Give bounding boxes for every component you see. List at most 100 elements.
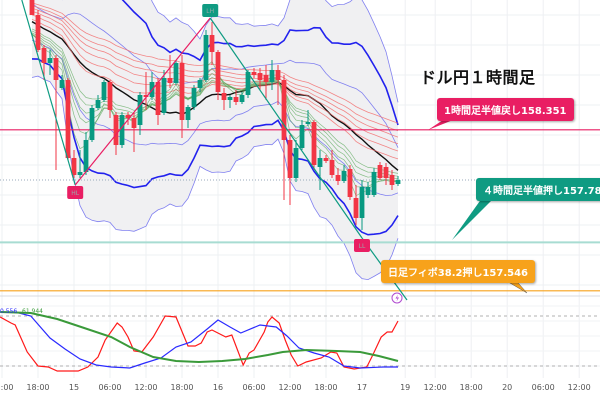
ema-red-56	[31, 2, 399, 124]
candle-body	[305, 122, 311, 124]
candle-body	[347, 169, 353, 197]
candle-body	[215, 52, 221, 92]
candle-body	[281, 80, 287, 140]
candle-body	[329, 160, 335, 175]
candle-body	[257, 73, 263, 80]
zigzag: HL LH LL	[21, 0, 408, 301]
candle-body	[299, 125, 305, 148]
candle-body	[209, 35, 215, 52]
candle-body	[275, 70, 281, 80]
chart-title: ドル円１時間足	[420, 68, 536, 87]
bollinger-bands	[31, 0, 399, 281]
bollinger-band-upper-2	[61, 0, 399, 126]
candle-body	[161, 78, 167, 113]
time-tick-label: 12:00	[278, 383, 301, 392]
time-tick-label: 12:00	[134, 383, 157, 392]
bollinger-band-upper-1	[31, 2, 399, 148]
candle-body	[335, 175, 341, 181]
pink-callout-pointer	[428, 118, 458, 130]
band-fill	[32, 0, 398, 280]
osc-line-red	[0, 315, 399, 372]
candle-body	[227, 97, 233, 100]
ema-green-14	[31, 28, 399, 174]
candle-body	[395, 180, 401, 184]
candle-body	[77, 172, 83, 175]
osc-line-green	[0, 311, 399, 364]
moving-average-mid	[31, 20, 399, 171]
time-tick-label: 12:00	[0, 383, 14, 392]
candle-body	[83, 140, 89, 172]
candle-body	[191, 88, 197, 107]
candle-body	[131, 118, 137, 128]
swing-marker-lh	[202, 4, 219, 17]
candle-body	[185, 107, 191, 120]
bollinger-band-lower-2	[31, 58, 399, 236]
lightning-icon[interactable]	[391, 292, 403, 304]
candle-body	[311, 122, 317, 165]
candle-body	[119, 115, 125, 145]
candle-body	[239, 95, 245, 102]
time-tick-label: 17	[357, 383, 367, 392]
time-tick-label: 12:00	[568, 383, 591, 392]
candle-body	[203, 35, 209, 80]
candle-body	[173, 63, 179, 83]
callout-4h-half-pullback[interactable]: ４時間足半値押し157.788	[476, 178, 600, 201]
candle-body	[59, 80, 65, 88]
candle-body	[353, 198, 359, 218]
time-tick-label: 18:00	[460, 383, 483, 392]
ema-green-12	[31, 30, 399, 177]
time-tick-label: 20	[502, 383, 512, 392]
candle-body	[359, 187, 365, 218]
candle-body	[113, 115, 119, 145]
swing-marker-ll	[354, 239, 370, 252]
candle-body	[167, 78, 173, 83]
time-axis[interactable]: 12:00 18:00 15 06:00 12:00 18:00 16 06:00 12:00 1…	[0, 383, 591, 392]
candle-body	[341, 171, 347, 181]
zigzag-down-2	[209, 17, 363, 239]
candle-body	[137, 95, 143, 125]
candle-body	[71, 158, 77, 175]
teal-callout-pointer	[452, 198, 494, 240]
callout-daily-fib[interactable]: 日足フィボ38.2押し157.546	[381, 260, 536, 283]
bollinger-band-lower-3	[31, 75, 399, 281]
candle-body	[107, 82, 113, 110]
candle-body	[95, 100, 101, 108]
candle-body	[323, 158, 329, 161]
zigzag-up	[74, 17, 211, 186]
swing-label: HL	[71, 190, 80, 197]
swing-label: LH	[206, 8, 214, 15]
ema-red-24	[31, 19, 399, 160]
candle-body	[35, 15, 41, 50]
candle-body	[383, 167, 389, 178]
candle-body	[101, 82, 107, 100]
time-tick-label: 06:00	[98, 383, 121, 392]
candle-body	[263, 75, 269, 82]
time-tick-label: 15	[69, 383, 79, 392]
candle-body	[155, 82, 161, 115]
time-tick-label: 19	[400, 383, 410, 392]
candle-body	[179, 63, 185, 120]
callout-1h-half-retracement[interactable]: 1時間足半値戻し158.351	[437, 98, 574, 121]
time-tick-label: 18:00	[314, 383, 337, 392]
candle-body	[371, 172, 377, 195]
candle-body	[41, 48, 47, 63]
time-tick-label: 18:00	[26, 383, 49, 392]
ema-red-42	[31, 7, 399, 138]
oscillator-pane: 0.556 61.944	[0, 308, 600, 372]
candle-body	[293, 148, 299, 178]
candle-body	[143, 95, 149, 97]
time-tick-label: 16	[213, 383, 223, 392]
candle-body	[29, 0, 35, 15]
candle-body	[251, 72, 257, 75]
candle-body	[287, 140, 293, 178]
ema-red-30	[31, 14, 399, 152]
osc-value-green: 61.944	[22, 308, 43, 315]
candle-body	[65, 80, 71, 158]
candle-body	[53, 58, 59, 80]
candle-body	[197, 80, 203, 88]
candle-body	[377, 165, 383, 178]
candle-body	[365, 187, 371, 195]
swing-label: LL	[359, 243, 366, 250]
osc-value-blue: 0.556	[0, 308, 17, 315]
